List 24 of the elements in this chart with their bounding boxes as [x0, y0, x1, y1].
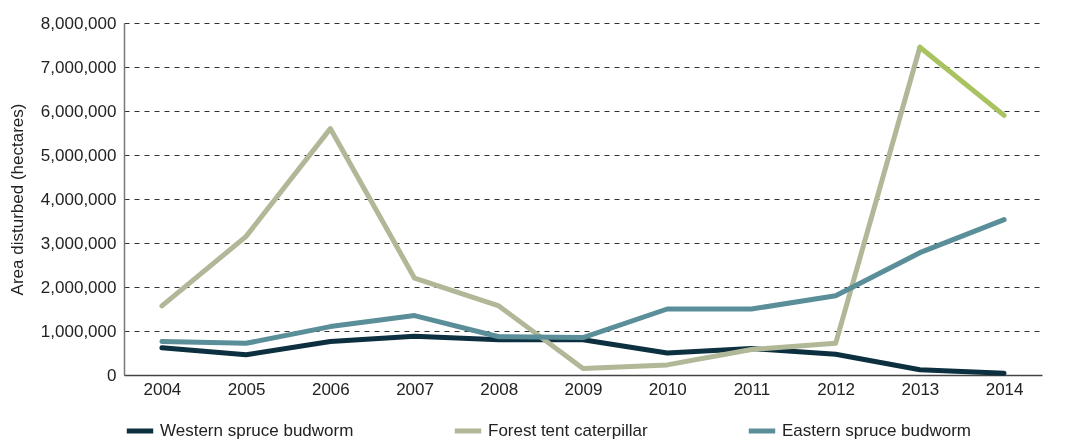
y-tick-label: 7,000,000	[40, 57, 117, 77]
x-tick-label: 2012	[817, 379, 856, 399]
y-tick-label: 3,000,000	[40, 233, 117, 253]
x-tick-label: 2009	[564, 379, 603, 399]
y-tick-label: 5,000,000	[40, 145, 117, 165]
x-tick-label: 2007	[396, 379, 434, 399]
x-tick-label: 2006	[311, 379, 350, 399]
y-tick-label: 8,000,000	[40, 13, 117, 33]
x-tick-label: 2013	[901, 379, 940, 399]
legend-label: Eastern spruce budworm	[782, 421, 971, 440]
x-tick-label: 2008	[480, 379, 519, 399]
legend-label: Forest tent caterpillar	[488, 421, 649, 440]
y-axis-title: Area disturbed (hectares)	[7, 103, 27, 296]
x-tick-label: 2004	[143, 379, 182, 399]
y-tick-label: 4,000,000	[40, 189, 117, 209]
y-tick-label: 2,000,000	[40, 277, 117, 297]
y-tick-label: 0	[107, 365, 117, 385]
x-tick-label: 2005	[227, 379, 266, 399]
legend-label: Western spruce budworm	[160, 421, 354, 440]
x-tick-label: 2011	[733, 379, 771, 399]
x-tick-label: 2014	[985, 379, 1024, 399]
x-tick-label: 2010	[648, 379, 687, 399]
y-tick-label: 6,000,000	[40, 101, 117, 121]
y-tick-label: 1,000,000	[40, 321, 117, 341]
